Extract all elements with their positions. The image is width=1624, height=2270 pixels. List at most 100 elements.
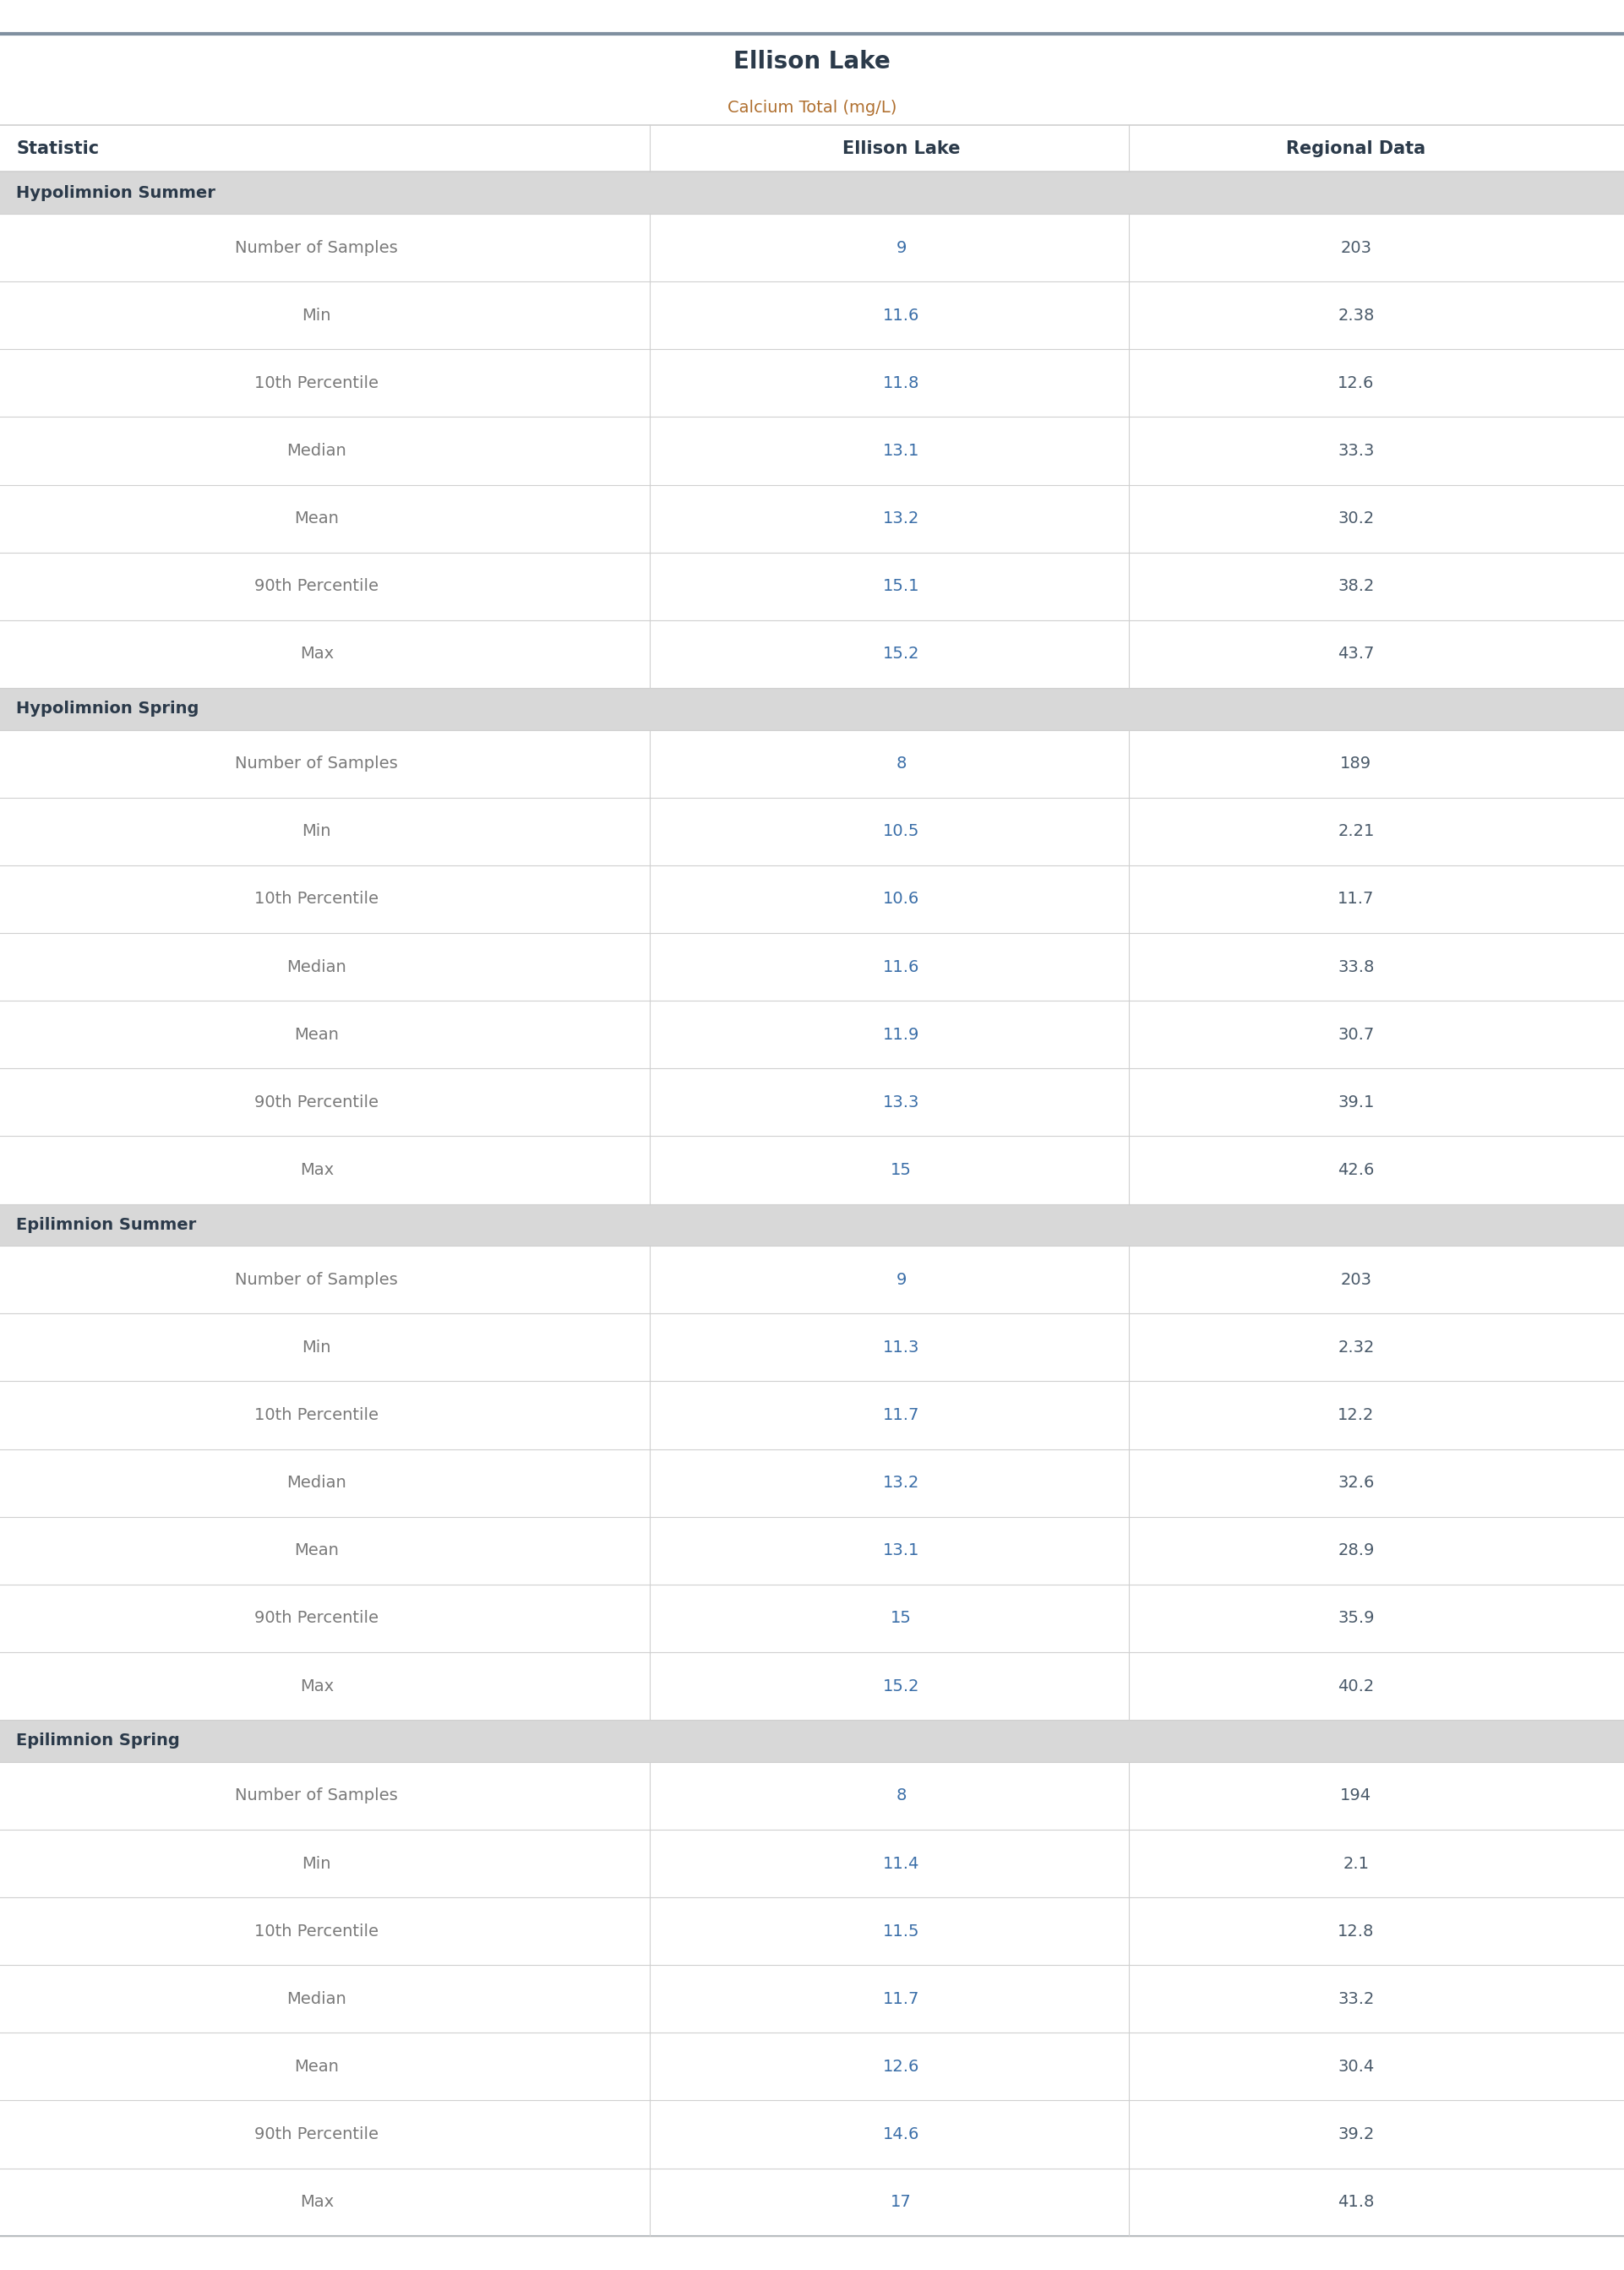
- Text: 38.2: 38.2: [1338, 579, 1374, 595]
- Bar: [0, 620, 1624, 688]
- Text: 2.32: 2.32: [1338, 1339, 1374, 1355]
- Text: 10th Percentile: 10th Percentile: [255, 1923, 378, 1939]
- Text: 40.2: 40.2: [1338, 1678, 1374, 1693]
- Text: Number of Samples: Number of Samples: [235, 1789, 398, 1805]
- Bar: [0, 281, 1624, 350]
- Text: 13.1: 13.1: [883, 443, 919, 459]
- Text: 33.3: 33.3: [1338, 443, 1374, 459]
- Text: 2.21: 2.21: [1338, 824, 1374, 840]
- Text: Min: Min: [302, 306, 331, 322]
- Text: Hypolimnion Spring: Hypolimnion Spring: [16, 701, 200, 717]
- Text: 33.8: 33.8: [1338, 958, 1374, 974]
- Text: 30.4: 30.4: [1338, 2059, 1374, 2075]
- Bar: [0, 1898, 1624, 1966]
- Bar: [0, 1721, 1624, 1762]
- Text: Number of Samples: Number of Samples: [235, 1271, 398, 1287]
- Text: 15.2: 15.2: [883, 647, 919, 663]
- Text: 189: 189: [1340, 756, 1372, 772]
- Text: Calcium Total (mg/L): Calcium Total (mg/L): [728, 100, 896, 116]
- Text: 10th Percentile: 10th Percentile: [255, 375, 378, 390]
- Text: Median: Median: [287, 1476, 346, 1491]
- Bar: [0, 1830, 1624, 1898]
- Text: Number of Samples: Number of Samples: [235, 241, 398, 257]
- Text: 90th Percentile: 90th Percentile: [255, 1094, 378, 1110]
- Text: 33.2: 33.2: [1338, 1991, 1374, 2007]
- Text: 13.3: 13.3: [883, 1094, 919, 1110]
- Text: Min: Min: [302, 1339, 331, 1355]
- Bar: [0, 797, 1624, 865]
- Text: Max: Max: [300, 647, 333, 663]
- Text: Hypolimnion Summer: Hypolimnion Summer: [16, 184, 216, 200]
- Text: 30.7: 30.7: [1338, 1026, 1374, 1042]
- Text: 15: 15: [892, 1162, 911, 1178]
- Text: 30.2: 30.2: [1338, 511, 1374, 527]
- Text: 15.1: 15.1: [883, 579, 919, 595]
- Text: Ellison Lake: Ellison Lake: [843, 141, 960, 157]
- Bar: [0, 1653, 1624, 1721]
- Bar: [0, 350, 1624, 418]
- Text: 11.7: 11.7: [883, 1991, 919, 2007]
- Text: Number of Samples: Number of Samples: [235, 756, 398, 772]
- Text: Min: Min: [302, 1855, 331, 1870]
- Text: 39.2: 39.2: [1338, 2127, 1374, 2143]
- Text: 41.8: 41.8: [1338, 2195, 1374, 2211]
- Text: Regional Data: Regional Data: [1286, 141, 1426, 157]
- Text: Mean: Mean: [294, 2059, 339, 2075]
- Text: 11.5: 11.5: [883, 1923, 919, 1939]
- Bar: [0, 1966, 1624, 2034]
- Text: 13.2: 13.2: [883, 511, 919, 527]
- Text: 10.6: 10.6: [883, 892, 919, 908]
- Bar: [0, 731, 1624, 797]
- Text: 90th Percentile: 90th Percentile: [255, 1609, 378, 1625]
- Text: 11.7: 11.7: [1338, 892, 1374, 908]
- Text: 11.8: 11.8: [883, 375, 919, 390]
- Text: Median: Median: [287, 443, 346, 459]
- Text: 17: 17: [892, 2195, 911, 2211]
- Text: 11.3: 11.3: [883, 1339, 919, 1355]
- Text: 90th Percentile: 90th Percentile: [255, 579, 378, 595]
- Text: 14.6: 14.6: [883, 2127, 919, 2143]
- Bar: [0, 933, 1624, 1001]
- Bar: [0, 1448, 1624, 1516]
- Text: Median: Median: [287, 1991, 346, 2007]
- Text: 10th Percentile: 10th Percentile: [255, 1407, 378, 1423]
- Bar: [0, 2168, 1624, 2236]
- Text: 12.2: 12.2: [1338, 1407, 1374, 1423]
- Bar: [0, 1137, 1624, 1203]
- Text: 194: 194: [1340, 1789, 1372, 1805]
- Bar: [0, 1584, 1624, 1653]
- Text: 35.9: 35.9: [1338, 1609, 1374, 1625]
- Bar: [0, 1001, 1624, 1069]
- Bar: [0, 486, 1624, 552]
- Text: 9: 9: [896, 1271, 906, 1287]
- Text: 32.6: 32.6: [1338, 1476, 1374, 1491]
- Text: 10th Percentile: 10th Percentile: [255, 892, 378, 908]
- Text: Epilimnion Summer: Epilimnion Summer: [16, 1217, 197, 1233]
- Bar: [0, 1516, 1624, 1584]
- Text: Statistic: Statistic: [16, 141, 99, 157]
- Text: Mean: Mean: [294, 511, 339, 527]
- Text: 12.6: 12.6: [883, 2059, 919, 2075]
- Bar: [0, 552, 1624, 620]
- Bar: [0, 1762, 1624, 1830]
- Text: 43.7: 43.7: [1338, 647, 1374, 663]
- Text: 11.6: 11.6: [883, 958, 919, 974]
- Text: 9: 9: [896, 241, 906, 257]
- Bar: [0, 213, 1624, 281]
- Text: Mean: Mean: [294, 1544, 339, 1559]
- Text: 39.1: 39.1: [1338, 1094, 1374, 1110]
- Text: 90th Percentile: 90th Percentile: [255, 2127, 378, 2143]
- Text: 15.2: 15.2: [883, 1678, 919, 1693]
- Text: 11.6: 11.6: [883, 306, 919, 322]
- Bar: [0, 865, 1624, 933]
- Text: Ellison Lake: Ellison Lake: [734, 50, 890, 75]
- Text: 11.9: 11.9: [883, 1026, 919, 1042]
- Bar: [0, 2034, 1624, 2100]
- Text: 8: 8: [896, 756, 906, 772]
- Text: 2.1: 2.1: [1343, 1855, 1369, 1870]
- Bar: [0, 1203, 1624, 1246]
- Text: Max: Max: [300, 2195, 333, 2211]
- Text: 10.5: 10.5: [883, 824, 919, 840]
- Text: Max: Max: [300, 1678, 333, 1693]
- Bar: [0, 1069, 1624, 1137]
